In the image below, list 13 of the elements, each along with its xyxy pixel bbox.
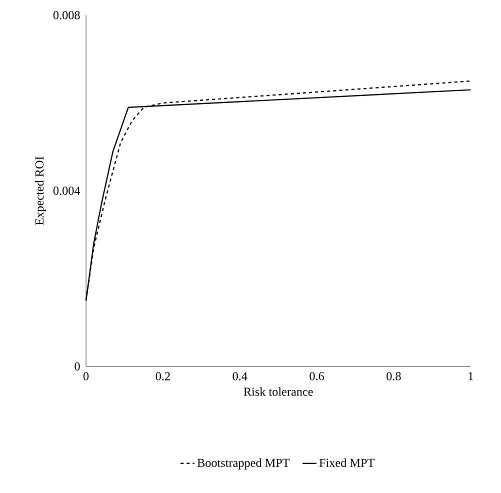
y-tick-label: 0: [74, 362, 80, 371]
y-tick-label: 0.008: [53, 11, 80, 20]
x-tick-label: 0.4: [232, 372, 248, 380]
y-tick-label: 0.004: [53, 186, 80, 195]
y-axis-title: Expected ROI: [35, 156, 46, 226]
x-tick-label: 0.6: [310, 372, 324, 380]
x-tick-label: 0.2: [156, 372, 170, 380]
x-tick-label: 1: [468, 372, 473, 380]
legend-label: Bootstrapped MPT: [197, 458, 290, 470]
x-axis-title: Risk tolerance: [244, 387, 313, 396]
legend-label: Fixed MPT: [319, 458, 374, 468]
x-tick-label: 0.8: [386, 372, 401, 380]
x-tick-label: 0: [83, 372, 89, 380]
